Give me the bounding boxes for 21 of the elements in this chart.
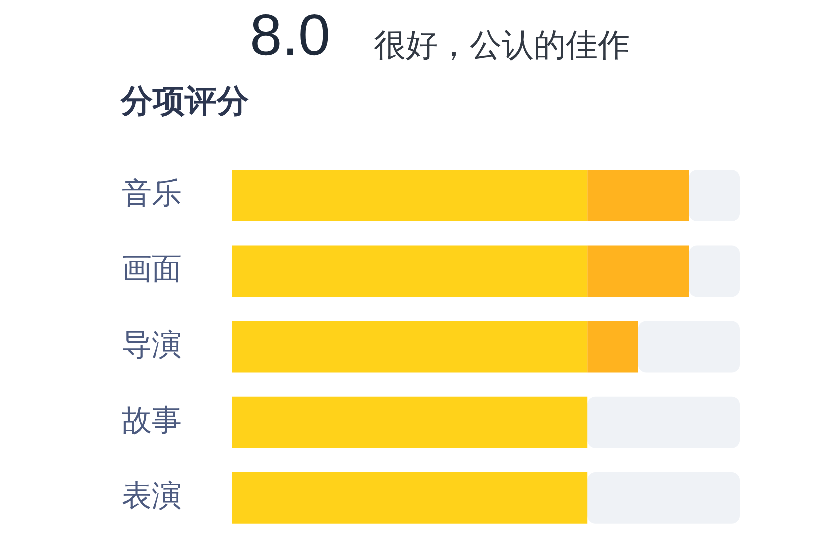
bar <box>232 170 588 222</box>
text: 很好，公认的佳作 <box>374 26 630 64</box>
bar <box>232 472 588 524</box>
bar <box>232 396 588 448</box>
bar <box>638 321 740 373</box>
y-tick-label: 故事 <box>122 403 182 438</box>
bar <box>689 246 740 298</box>
text: 8.0 <box>250 3 331 68</box>
chart-title: 分项评分 <box>121 82 249 120</box>
bar <box>588 246 690 298</box>
y-tick-label: 画面 <box>122 252 182 288</box>
y-tick-label: 音乐 <box>122 176 182 212</box>
bar <box>588 321 638 373</box>
bar <box>232 321 588 373</box>
bar <box>588 396 740 448</box>
y-tick-label: 导演 <box>122 328 182 363</box>
bar <box>588 472 740 524</box>
bar <box>232 246 588 298</box>
bar <box>689 170 740 222</box>
y-tick-label: 表演 <box>122 478 182 514</box>
bar <box>588 170 690 222</box>
